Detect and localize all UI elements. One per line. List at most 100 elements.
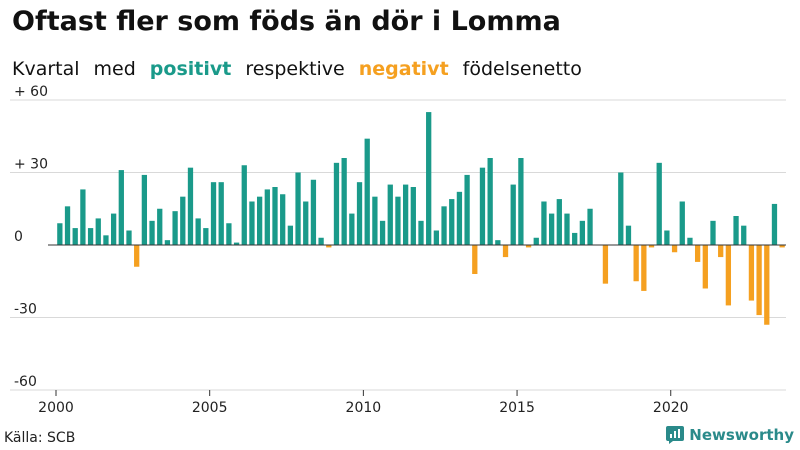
x-tick-label: 2010 — [346, 400, 382, 416]
bar — [287, 225, 294, 245]
bar — [556, 199, 562, 245]
bar — [410, 187, 416, 245]
bar — [710, 220, 716, 245]
bar — [625, 225, 632, 245]
bar — [95, 218, 101, 245]
bar — [641, 245, 647, 291]
bar — [564, 213, 570, 245]
bar — [464, 174, 470, 245]
brand-logo: Newsworthy — [666, 426, 794, 444]
bar — [218, 182, 224, 245]
y-tick-label: 0 — [14, 229, 23, 245]
bar — [134, 245, 140, 267]
bar — [449, 199, 455, 245]
bar — [487, 158, 493, 245]
subtitle-word-birth-net: födelsenetto — [462, 58, 582, 80]
bar — [172, 211, 178, 245]
bar — [687, 237, 693, 245]
bar — [502, 245, 509, 258]
bar — [318, 237, 324, 245]
bar — [157, 208, 163, 245]
bar — [356, 182, 363, 245]
bar — [233, 242, 240, 245]
subtitle-word-with: med — [93, 58, 136, 80]
bar — [164, 240, 171, 245]
bar — [295, 172, 301, 245]
brand-name: Newsworthy — [689, 426, 794, 444]
bar — [387, 184, 393, 245]
y-tick-label: + 60 — [14, 84, 48, 100]
bar — [226, 223, 232, 245]
bar — [694, 245, 701, 262]
bar — [210, 182, 217, 245]
bar — [518, 158, 524, 245]
bar — [203, 228, 209, 245]
bar — [479, 167, 486, 245]
bar — [602, 245, 609, 284]
bar — [725, 245, 732, 306]
bar — [303, 201, 309, 245]
bar — [141, 174, 148, 245]
bar — [187, 167, 194, 245]
bar — [741, 225, 747, 245]
bar — [472, 245, 478, 274]
bar — [195, 218, 201, 245]
bar — [533, 237, 539, 245]
bar — [326, 245, 332, 248]
y-tick-label: -60 — [14, 374, 37, 390]
bar — [456, 191, 463, 245]
bar — [618, 172, 624, 245]
bar — [587, 208, 593, 245]
subtitle-word-respectively: respektive — [245, 58, 345, 80]
subtitle-negative-label: negativt — [358, 58, 449, 80]
bar — [764, 245, 770, 325]
bar — [756, 245, 762, 316]
bar — [748, 245, 755, 301]
bar — [402, 184, 409, 245]
bar — [103, 235, 109, 245]
subtitle-word-quarter: Kvartal — [12, 58, 80, 80]
bar — [495, 240, 501, 245]
x-tick-label: 2020 — [653, 400, 689, 416]
bar — [372, 196, 378, 245]
bar — [256, 196, 263, 245]
bar — [364, 138, 370, 245]
bar — [379, 220, 386, 245]
bar — [702, 245, 708, 289]
bar — [418, 220, 424, 245]
bar — [57, 223, 63, 245]
bar — [718, 245, 724, 258]
bar — [264, 189, 270, 245]
bar — [733, 216, 739, 245]
bar — [633, 245, 639, 282]
bar — [510, 184, 516, 245]
bar — [310, 179, 317, 245]
newsworthy-logo-icon — [666, 426, 685, 444]
bar — [149, 220, 155, 245]
bar — [441, 206, 447, 245]
chart-title: Oftast fler som föds än dör i Lomma — [12, 6, 561, 37]
subtitle-positive-label: positivt — [149, 58, 232, 80]
y-tick-label: + 30 — [14, 157, 48, 173]
bar — [426, 112, 432, 245]
bar — [333, 162, 340, 245]
bar — [433, 230, 440, 245]
bar — [180, 196, 186, 245]
bar — [541, 201, 547, 245]
bar — [110, 213, 117, 245]
bar — [87, 228, 94, 245]
bar — [525, 245, 532, 248]
bar — [548, 213, 555, 245]
bar — [241, 165, 247, 245]
x-tick-label: 2005 — [192, 400, 228, 416]
bar — [572, 232, 578, 245]
bar — [64, 206, 71, 245]
bar — [671, 245, 678, 253]
bar — [118, 170, 124, 245]
bar — [395, 196, 401, 245]
x-tick-label: 2000 — [38, 400, 74, 416]
chart-subtitle: Kvartal med positivt respektive negativt föde… — [12, 58, 596, 80]
bar — [341, 158, 347, 245]
bar — [349, 213, 355, 245]
